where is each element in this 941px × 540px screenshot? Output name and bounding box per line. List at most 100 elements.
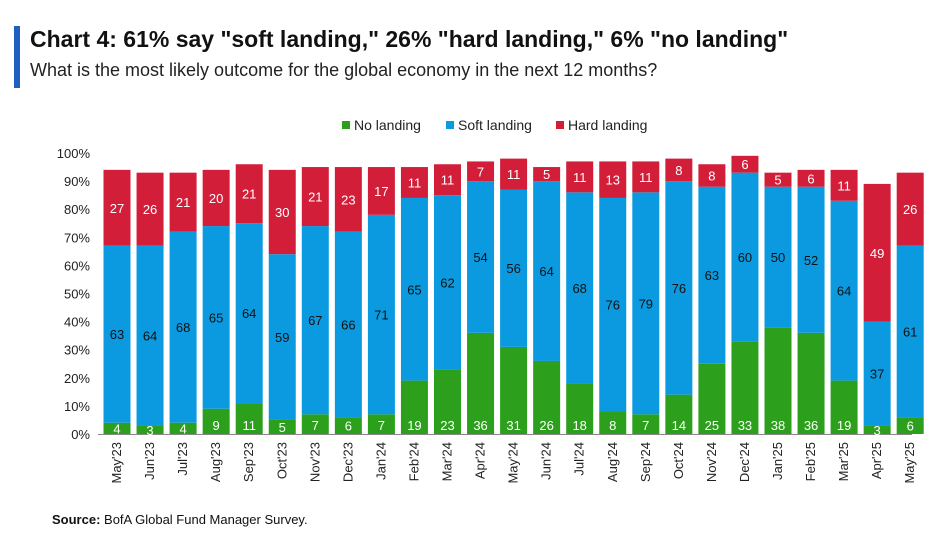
- data-label: 7: [477, 164, 484, 179]
- bar-segment-hard-landing: [632, 161, 660, 193]
- chart-subtitle: What is the most likely outcome for the …: [30, 60, 658, 80]
- data-label: 5: [774, 173, 781, 188]
- legend-swatch: [446, 121, 454, 129]
- data-label: 6: [907, 419, 914, 434]
- source-text: BofA Global Fund Manager Survey.: [104, 512, 308, 527]
- data-label: 13: [606, 173, 620, 188]
- x-tick-label: Nov'23: [307, 442, 322, 482]
- data-label: 76: [606, 298, 620, 313]
- data-label: 64: [143, 329, 157, 344]
- chart-title: Chart 4: 61% say "soft landing," 26% "ha…: [30, 26, 789, 52]
- data-label: 76: [672, 281, 686, 296]
- bar-segment-soft-landing: [268, 254, 296, 420]
- x-tick-label: Aug'24: [605, 442, 620, 482]
- bar-segment-no-landing: [797, 332, 825, 434]
- title-accent-bar: [14, 26, 20, 88]
- x-tick-label: Jul'24: [572, 442, 587, 476]
- bar-segment-hard-landing: [103, 169, 131, 246]
- bar-segment-hard-landing: [830, 169, 858, 201]
- bar-segment-hard-landing: [367, 167, 395, 215]
- x-tick-label: Jun'23: [142, 442, 157, 480]
- data-label: 27: [110, 201, 124, 216]
- bar-segment-soft-landing: [434, 195, 461, 370]
- data-label: 23: [341, 192, 355, 207]
- data-label: 66: [341, 317, 355, 332]
- bar-segment-no-landing: [599, 411, 627, 434]
- y-tick-label: 100%: [57, 146, 91, 161]
- data-label: 37: [870, 367, 884, 382]
- data-label: 64: [837, 284, 851, 299]
- data-label: 19: [407, 418, 421, 433]
- bar-segment-no-landing: [533, 360, 561, 434]
- bar-segment-hard-landing: [764, 172, 792, 187]
- y-tick-label: 30%: [64, 343, 90, 358]
- bar-segment-no-landing: [169, 422, 197, 434]
- bar-segment-soft-landing: [301, 226, 329, 415]
- y-tick-label: 40%: [64, 315, 90, 330]
- bar-segment-hard-landing: [533, 167, 561, 182]
- bar-segment-soft-landing: [863, 321, 891, 426]
- data-label: 21: [242, 187, 256, 202]
- bar-segment-hard-landing: [698, 164, 726, 187]
- legend-label: No landing: [354, 117, 421, 133]
- bar-segment-hard-landing: [169, 172, 197, 232]
- data-label: 11: [507, 167, 521, 182]
- data-label: 36: [804, 418, 818, 433]
- bar-segment-no-landing: [301, 414, 329, 434]
- bar-segment-no-landing: [235, 403, 263, 434]
- data-label: 11: [573, 170, 587, 185]
- x-tick-label: Sep'24: [638, 442, 653, 482]
- legend-label: Soft landing: [458, 117, 532, 133]
- data-label: 49: [870, 246, 884, 261]
- legend-swatch: [556, 121, 564, 129]
- data-label: 3: [146, 423, 153, 438]
- data-label: 7: [642, 418, 649, 433]
- bar-segment-hard-landing: [467, 161, 495, 182]
- x-tick-label: Jan'25: [770, 442, 785, 480]
- bar-segment-soft-landing: [400, 197, 428, 381]
- data-label: 56: [506, 261, 520, 276]
- bar-segment-soft-landing: [136, 245, 164, 426]
- bar-segment-hard-landing: [136, 172, 164, 246]
- legend-swatch: [342, 121, 350, 129]
- data-label: 5: [279, 420, 286, 435]
- bar-segment-hard-landing: [896, 172, 924, 246]
- data-label: 36: [473, 418, 487, 433]
- data-label: 64: [539, 264, 553, 279]
- bar-segment-soft-landing: [698, 186, 726, 364]
- data-label: 26: [903, 202, 917, 217]
- data-label: 63: [705, 268, 719, 283]
- source-label: Source:: [52, 512, 101, 527]
- x-tick-label: May'23: [109, 442, 124, 484]
- data-label: 6: [741, 157, 748, 172]
- data-label: 62: [440, 275, 454, 290]
- x-tick-label: May'24: [506, 442, 521, 484]
- x-tick-label: Nov'24: [704, 442, 719, 482]
- data-label: 11: [408, 176, 422, 191]
- bar-segment-soft-landing: [632, 192, 660, 415]
- data-label: 67: [308, 313, 322, 328]
- bar-segment-hard-landing: [599, 161, 627, 198]
- data-label: 65: [407, 282, 421, 297]
- bar-segment-no-landing: [830, 380, 858, 434]
- data-label: 33: [738, 418, 752, 433]
- data-label: 8: [609, 418, 616, 433]
- data-label: 21: [176, 195, 190, 210]
- bar-segment-no-landing: [400, 380, 428, 434]
- bar-segment-no-landing: [731, 341, 759, 434]
- x-tick-label: Apr'25: [869, 442, 884, 479]
- bar-segment-hard-landing: [268, 169, 296, 255]
- data-label: 79: [639, 296, 653, 311]
- data-label: 23: [440, 418, 454, 433]
- data-label: 11: [242, 418, 256, 433]
- data-label: 19: [837, 418, 851, 433]
- data-label: 8: [708, 168, 715, 183]
- bar-segment-hard-landing: [863, 183, 891, 322]
- bar-segment-no-landing: [566, 383, 594, 434]
- x-tick-label: Sep'23: [241, 442, 256, 482]
- bar-segment-soft-landing: [896, 245, 924, 418]
- data-label: 68: [176, 320, 190, 335]
- data-label: 54: [473, 250, 487, 265]
- x-tick-label: Dec'24: [737, 442, 752, 482]
- bar-segment-soft-landing: [103, 245, 131, 423]
